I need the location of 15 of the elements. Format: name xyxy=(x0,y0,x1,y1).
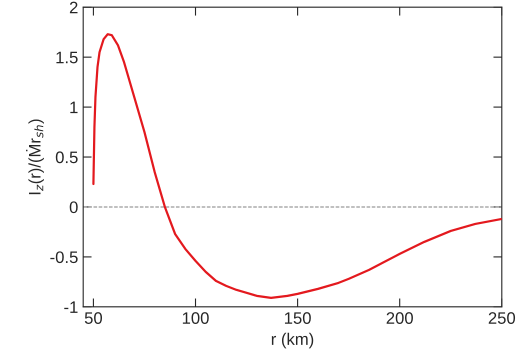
y-tick-label: -0.5 xyxy=(50,251,78,264)
x-tick-label: 100 xyxy=(182,312,209,324)
line-series xyxy=(92,33,502,299)
x-tick-label: 150 xyxy=(284,312,311,324)
y-axis-title: I$_{z}$(r)/(Ṁr$_{sh}$) xyxy=(26,119,44,194)
y-tick-label: 0 xyxy=(70,201,78,214)
x-tick-label: 200 xyxy=(386,312,413,324)
y-tick-label: 1.5 xyxy=(56,52,78,64)
y-tick-label: 0.5 xyxy=(56,151,78,164)
x-axis-title: r (km) xyxy=(272,332,314,348)
x-tick-label: 250 xyxy=(488,312,516,324)
y-tick-label: 1 xyxy=(70,102,78,114)
y-tick-label: -1 xyxy=(64,301,78,313)
y-tick-label: 2 xyxy=(70,2,78,14)
x-tick-label: 50 xyxy=(84,312,102,324)
